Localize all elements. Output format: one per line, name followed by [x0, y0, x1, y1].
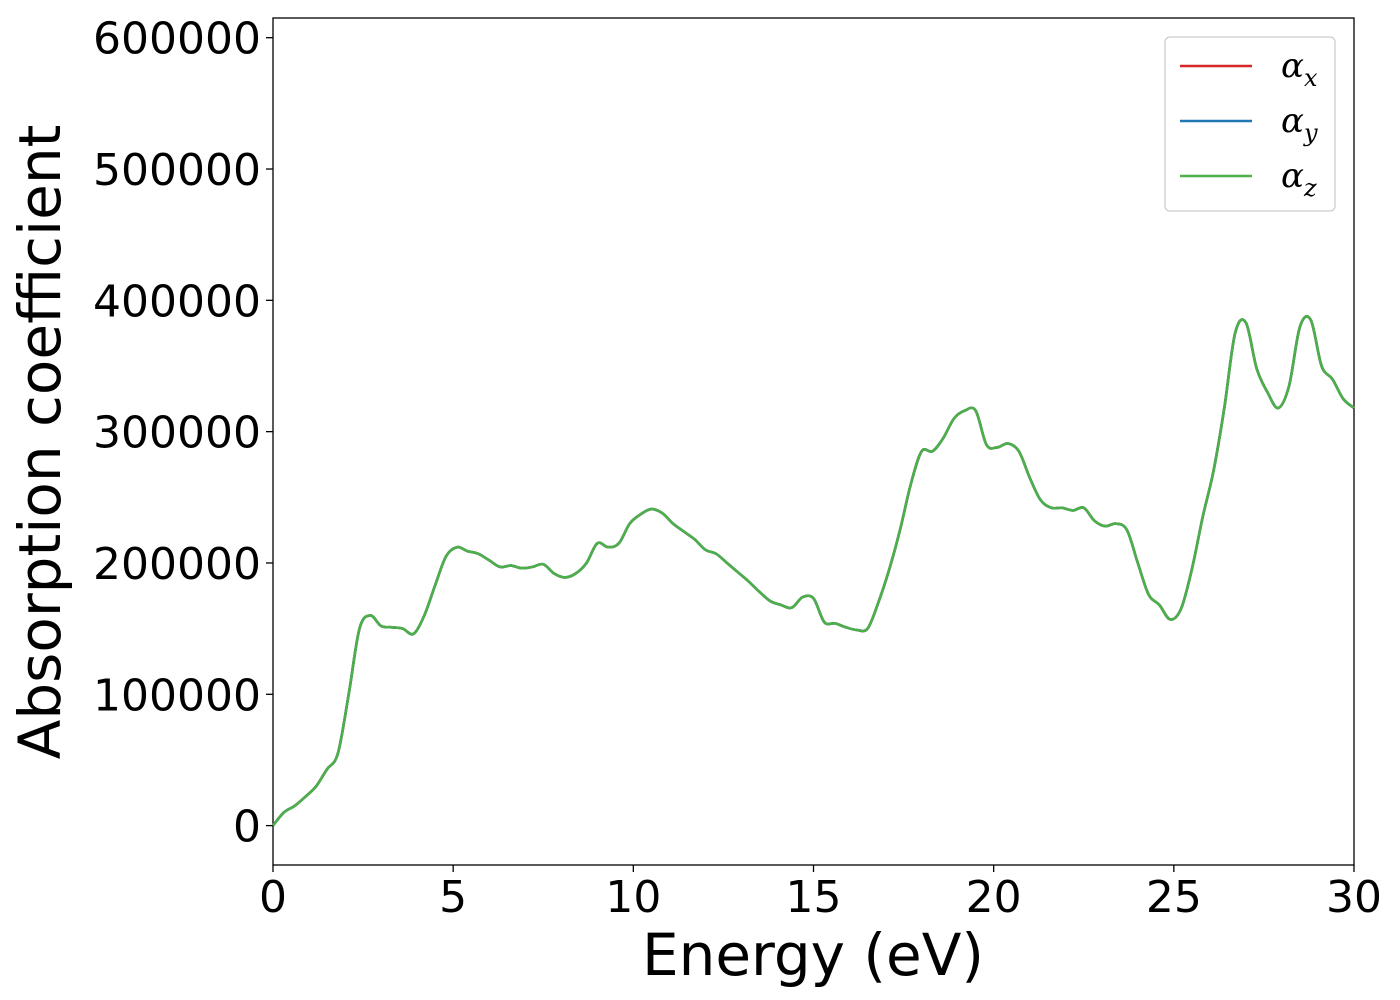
y-tick-label: 0 [233, 802, 261, 853]
series-line-z [271, 315, 1355, 827]
x-tick-label: 5 [439, 872, 467, 923]
series-lines [271, 315, 1355, 827]
y-axis-title: Absorption coefficient [6, 125, 74, 760]
y-tick-label: 500000 [93, 145, 261, 196]
x-tick-label: 25 [1146, 872, 1202, 923]
legend-label-x: αx [1281, 46, 1318, 92]
y-tick-label: 300000 [93, 408, 261, 459]
x-tick-label: 20 [966, 872, 1022, 923]
x-axis-title: Energy (eV) [642, 921, 984, 989]
legend-box [1164, 36, 1336, 212]
y-axis-ticks: 0 100000 200000 300000 400000 500000 600000 [93, 14, 273, 853]
y-tick-label: 200000 [93, 539, 261, 590]
legend-label-z: αz [1281, 156, 1317, 202]
legend-label-y: αy [1281, 101, 1318, 147]
x-tick-label: 30 [1326, 872, 1382, 923]
x-tick-label: 15 [786, 872, 842, 923]
y-tick-label: 100000 [93, 670, 261, 721]
x-tick-label: 0 [259, 872, 287, 923]
y-tick-label: 600000 [93, 14, 261, 65]
legend: αx αy αz [1164, 36, 1336, 212]
x-axis-ticks: 0 5 10 15 20 25 30 [259, 865, 1382, 923]
x-tick-label: 10 [605, 872, 661, 923]
y-tick-label: 400000 [93, 276, 261, 327]
